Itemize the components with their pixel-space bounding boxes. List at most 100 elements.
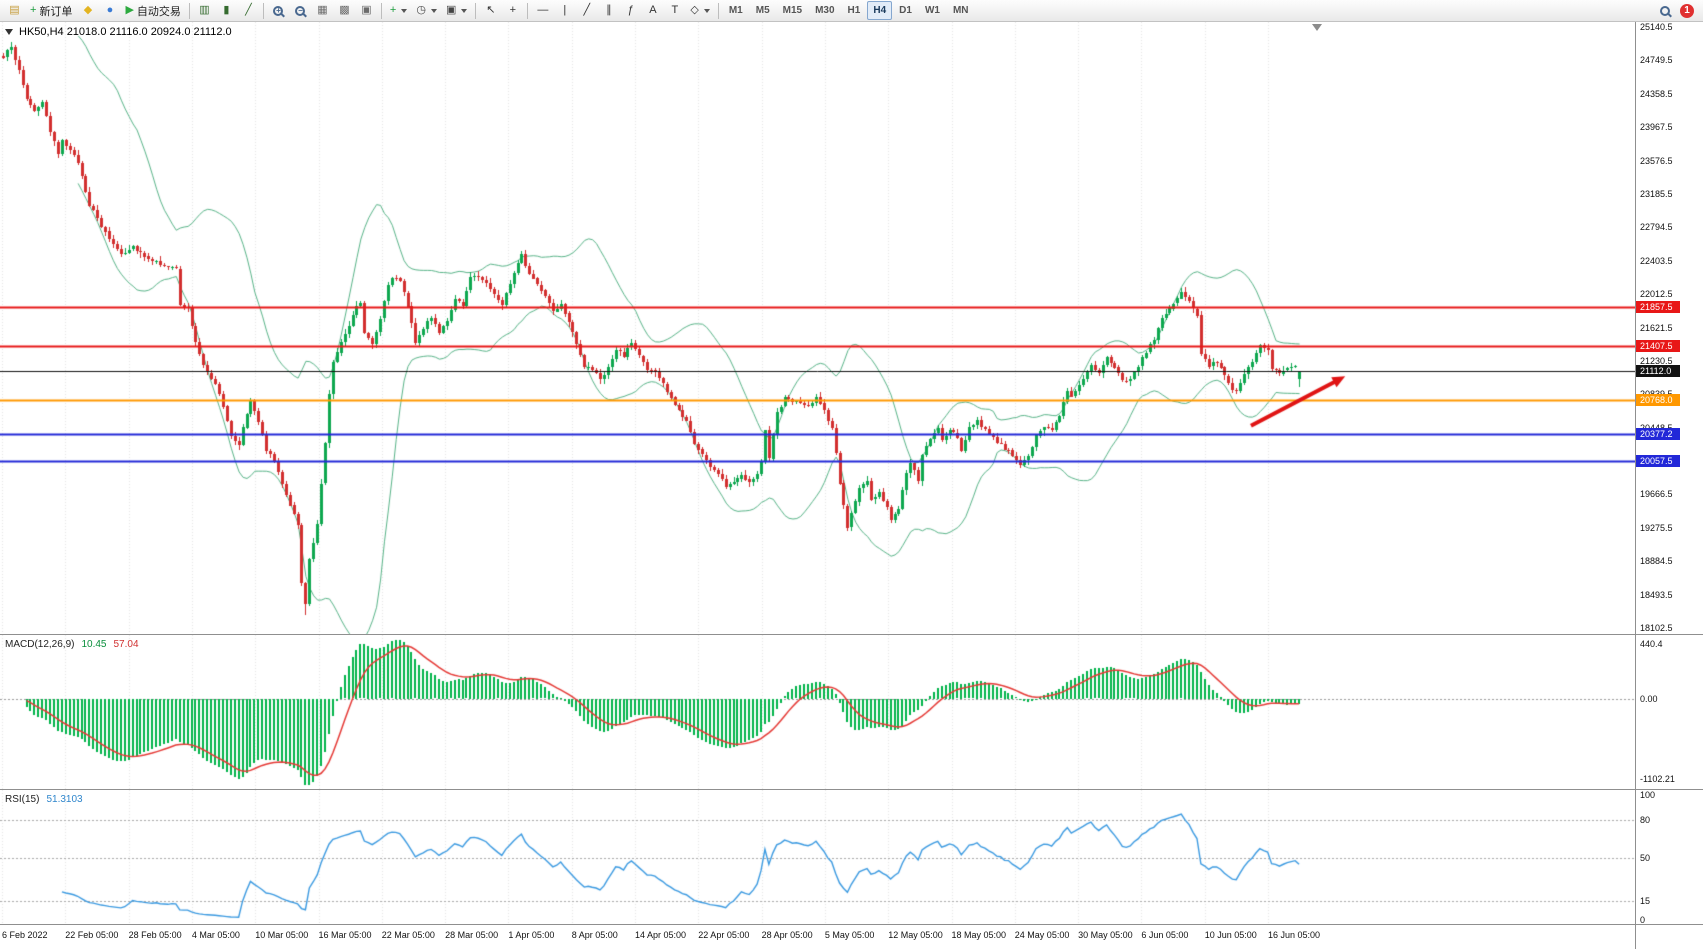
auto-trading-label: 自动交易	[136, 5, 181, 18]
price-axis-label: 18884.5	[1640, 556, 1673, 567]
arrange-windows-icon[interactable]: ▣	[356, 1, 377, 20]
toolbar: ▤ + 新订单 ◆ ● ▶ 自动交易 ▥ ▮ ╱ + − ▦ ▩ ▣ + ◷ ▣ ↖ + — | ╱ ∥ ƒ A T ◇ M1 M5 M15…	[0, 0, 1703, 22]
chart-window-icon-glyph: ▤	[9, 4, 20, 16]
trendline-icon[interactable]: ╱	[576, 1, 597, 20]
price-axis-label: 19275.5	[1640, 522, 1673, 533]
time-axis-label: 28 Apr 05:00	[761, 930, 813, 940]
zoom-in-icon[interactable]: +	[268, 1, 289, 20]
timeframe-m1[interactable]: M1	[728, 5, 743, 16]
bar-chart-icon[interactable]: ▥	[194, 1, 215, 20]
price-axis-label: 23967.5	[1640, 122, 1673, 133]
price-axis-label: 19666.5	[1640, 489, 1673, 500]
bar-chart-icon-glyph: ▥	[199, 4, 210, 16]
line-chart-icon[interactable]: ╱	[238, 1, 259, 20]
time-axis-label: 24 May 05:00	[1014, 930, 1070, 940]
zoom-out-icon[interactable]: −	[290, 1, 311, 20]
timeframe-m30[interactable]: M30	[815, 5, 835, 16]
toolbar-separator	[475, 2, 477, 19]
macd-axis-label: 440.4	[1640, 639, 1663, 649]
tile-windows-icon-glyph: ▦	[317, 4, 328, 16]
market-watch-icon[interactable]: ●	[99, 1, 120, 20]
rsi-axis-label: 80	[1640, 815, 1651, 825]
chart-header: HK50,H4 21018.0 21116.0 20924.0 21112.0	[5, 26, 232, 38]
timeframe-d1[interactable]: D1	[899, 5, 912, 16]
auto-trading-button[interactable]: ▶ 自动交易	[121, 1, 184, 20]
toolbar-separator	[717, 2, 719, 19]
time-axis-label: 6 Feb 2022	[2, 930, 48, 940]
indicators-button[interactable]: +	[386, 1, 411, 20]
macd-axis-label: -1102.21	[1640, 774, 1675, 784]
cascade-windows-icon-glyph: ▩	[339, 4, 350, 16]
timeframe-h1[interactable]: H1	[847, 5, 861, 16]
toolbar-separator	[527, 2, 529, 19]
vertical-line-icon[interactable]: |	[554, 1, 575, 20]
label-icon[interactable]: T	[664, 1, 685, 20]
text-icon[interactable]: A	[642, 1, 663, 20]
timeframe-w1[interactable]: W1	[924, 5, 940, 16]
price-axis-label: 18102.5	[1640, 623, 1673, 633]
timeframe-m15[interactable]: M15	[782, 5, 803, 16]
timeframe-h4[interactable]: H4	[867, 1, 893, 20]
rsi-axis-label: 15	[1640, 896, 1651, 907]
templates-dropdown[interactable]: ▣	[442, 1, 471, 20]
crosshair-icon[interactable]: +	[502, 1, 523, 20]
candlestick-chart-icon-glyph: ▮	[223, 4, 230, 16]
search-button[interactable]	[1654, 1, 1675, 20]
macd-main-value: 10.45	[81, 639, 107, 650]
time-axis-label: 10 Mar 05:00	[255, 930, 309, 940]
time-axis-label: 22 Feb 05:00	[65, 930, 119, 940]
time-axis-label: 8 Apr 05:00	[571, 930, 618, 940]
price-axis-label: 24749.5	[1640, 55, 1673, 66]
crosshair-icon-glyph: +	[509, 4, 517, 16]
cascade-windows-icon[interactable]: ▩	[334, 1, 355, 20]
notification-badge[interactable]: 1	[1680, 3, 1694, 18]
rsi-panel-canvas[interactable]	[0, 790, 1635, 925]
time-axis-label: 5 May 05:00	[824, 930, 875, 940]
panel-separator	[0, 789, 1703, 790]
new-order-button[interactable]: + 新订单	[26, 1, 76, 20]
time-axis-label: 22 Mar 05:00	[381, 930, 435, 940]
horizontal-line-icon-glyph: —	[537, 4, 549, 16]
zoom-in-icon-glyph: +	[273, 5, 284, 16]
new-order-button-glyph: +	[30, 4, 37, 16]
tile-windows-icon[interactable]: ▦	[312, 1, 333, 20]
price-axis[interactable]: 25140.5 24749.5 24358.5 23967.5 23576.5 23185…	[1635, 22, 1703, 949]
chart-shift-marker[interactable]	[1312, 24, 1322, 31]
cursor-icon[interactable]: ↖	[480, 1, 501, 20]
price-axis-label: 20448.5	[1640, 423, 1673, 433]
time-axis-label: 28 Feb 05:00	[128, 930, 182, 940]
price-level-badge: 20377.2	[1636, 427, 1680, 440]
vertical-line-icon-glyph: |	[563, 4, 567, 16]
metaeditor-icon[interactable]: ◆	[77, 1, 98, 20]
timeframe-mn[interactable]: MN	[952, 5, 969, 16]
chevron-down-icon	[461, 8, 468, 13]
macd-name: MACD(12,26,9)	[5, 639, 75, 650]
price-axis-label: 18493.5	[1640, 589, 1673, 600]
time-axis[interactable]: 6 Feb 2022 22 Feb 05:00 28 Feb 05:00 4 Mar …	[0, 925, 1635, 949]
one-click-trading-toggle[interactable]	[5, 29, 13, 35]
timeframes-dropdown[interactable]: ◷	[412, 1, 441, 20]
templates-dropdown-glyph: ▣	[445, 4, 457, 16]
horizontal-line-icon[interactable]: —	[532, 1, 553, 20]
macd-panel-canvas[interactable]	[0, 635, 1635, 790]
channel-icon[interactable]: ∥	[598, 1, 619, 20]
chart-window-icon[interactable]: ▤	[4, 1, 25, 20]
rsi-axis-label: 0	[1640, 915, 1646, 925]
timeframe-m5[interactable]: M5	[755, 5, 770, 16]
shapes-icon[interactable]: ◇	[686, 1, 713, 20]
time-axis-label: 14 Apr 05:00	[635, 930, 687, 940]
market-watch-icon-glyph: ●	[106, 4, 114, 16]
panel-separator	[0, 634, 1703, 635]
text-icon-glyph: A	[649, 4, 657, 16]
main-chart-canvas[interactable]	[0, 22, 1635, 635]
price-axis-label: 22403.5	[1640, 255, 1673, 266]
time-axis-label: 16 Mar 05:00	[318, 930, 372, 940]
price-axis-label: 22794.5	[1640, 222, 1673, 233]
fibonacci-icon[interactable]: ƒ	[620, 1, 641, 20]
candlestick-chart-icon[interactable]: ▮	[216, 1, 237, 20]
price-axis-label: 21230.5	[1640, 355, 1673, 366]
price-level-badge: 21112.0	[1636, 365, 1680, 377]
time-axis-label: 4 Mar 05:00	[191, 930, 240, 940]
price-axis-label: 20839.5	[1640, 389, 1673, 399]
time-axis-label: 28 Mar 05:00	[445, 930, 499, 940]
